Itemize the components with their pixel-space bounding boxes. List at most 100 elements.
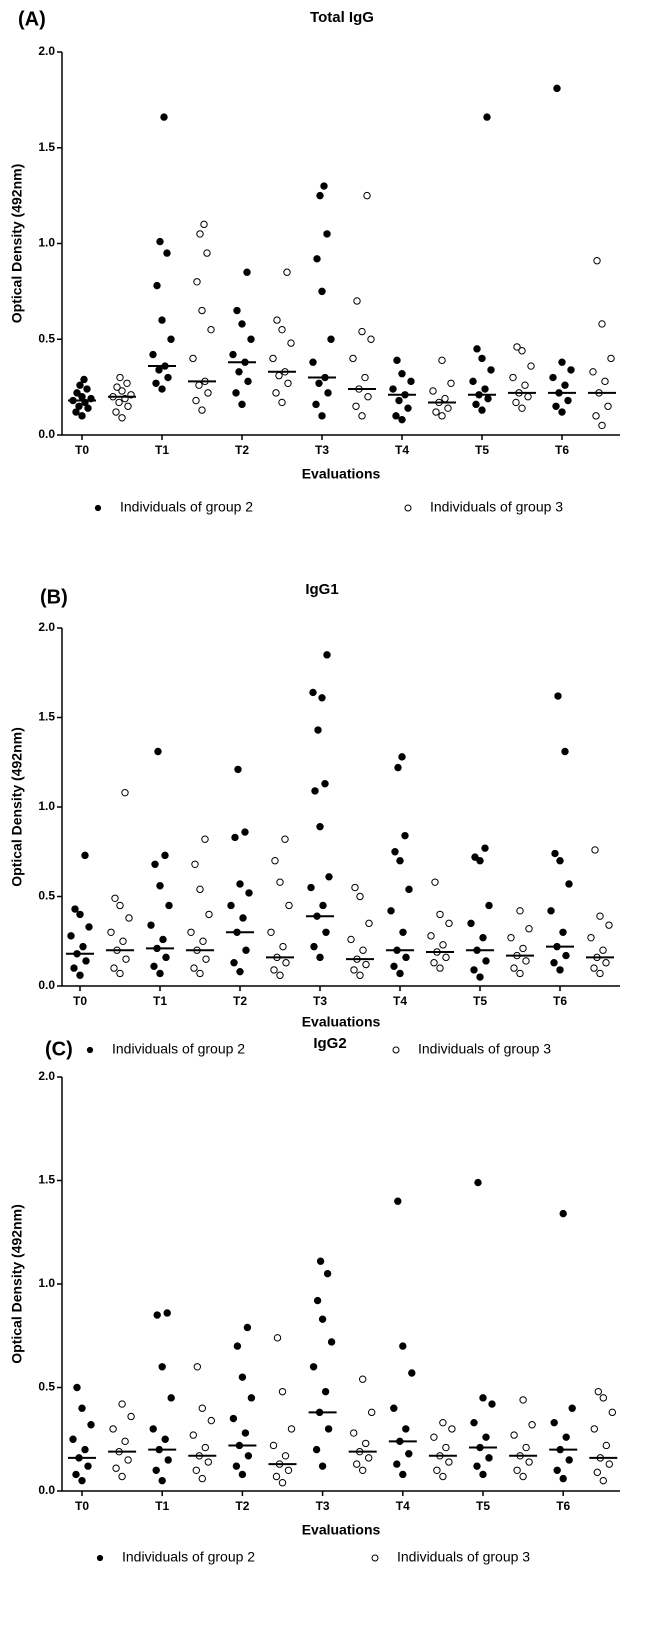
data-point bbox=[507, 933, 515, 942]
data-point bbox=[559, 1474, 567, 1483]
data-point bbox=[156, 237, 164, 246]
data-point bbox=[245, 889, 253, 897]
data-point bbox=[470, 1418, 478, 1427]
data-point bbox=[439, 1418, 447, 1427]
x-tick-label: T6 bbox=[553, 994, 567, 1008]
data-point bbox=[442, 953, 450, 962]
data-point bbox=[325, 873, 333, 881]
data-point bbox=[565, 880, 573, 888]
x-tick-label: T1 bbox=[155, 1499, 169, 1513]
data-point bbox=[519, 1472, 527, 1481]
data-point bbox=[473, 1462, 481, 1470]
data-point bbox=[561, 747, 569, 756]
data-point bbox=[149, 1425, 157, 1433]
data-point bbox=[111, 894, 119, 902]
data-point bbox=[327, 335, 335, 343]
data-point bbox=[153, 281, 161, 290]
x-tick-label: T6 bbox=[556, 1499, 570, 1513]
data-point bbox=[275, 371, 283, 380]
x-tick-label: T2 bbox=[235, 443, 249, 457]
data-point bbox=[522, 1443, 530, 1452]
data-point bbox=[482, 1433, 490, 1441]
data-point bbox=[154, 747, 162, 756]
x-tick-label: T3 bbox=[315, 443, 329, 457]
data-point bbox=[207, 325, 215, 334]
data-point bbox=[361, 373, 369, 382]
y-tick-label: 0.5 bbox=[38, 1380, 55, 1394]
data-point bbox=[195, 381, 203, 389]
legend-label: Individuals of group 3 bbox=[418, 1041, 551, 1057]
data-point bbox=[358, 327, 366, 336]
data-point bbox=[327, 1338, 336, 1346]
data-point bbox=[320, 182, 328, 190]
data-point bbox=[598, 421, 606, 430]
data-point bbox=[284, 379, 292, 387]
data-point bbox=[549, 373, 557, 382]
data-point bbox=[115, 398, 123, 407]
data-point bbox=[558, 408, 566, 416]
data-point bbox=[283, 268, 291, 276]
data-point bbox=[232, 1462, 241, 1470]
data-point bbox=[313, 1296, 322, 1305]
data-point bbox=[187, 928, 195, 936]
data-point bbox=[72, 408, 80, 416]
data-point bbox=[427, 932, 435, 940]
data-point bbox=[509, 373, 517, 382]
data-point bbox=[353, 1460, 361, 1468]
data-point bbox=[550, 1418, 558, 1427]
data-point bbox=[124, 1456, 132, 1464]
data-point bbox=[387, 907, 395, 915]
data-point bbox=[551, 849, 559, 858]
data-point bbox=[562, 951, 570, 960]
data-point bbox=[407, 377, 415, 386]
data-point bbox=[473, 345, 481, 353]
data-point bbox=[404, 404, 412, 412]
data-point bbox=[153, 1311, 161, 1319]
data-point bbox=[273, 316, 281, 324]
data-point bbox=[390, 962, 398, 971]
x-tick-label: T3 bbox=[316, 1499, 330, 1513]
data-point bbox=[201, 835, 209, 843]
data-point bbox=[167, 335, 175, 343]
data-point bbox=[75, 402, 83, 410]
data-point bbox=[391, 848, 399, 856]
data-point bbox=[513, 343, 521, 351]
data-point bbox=[78, 412, 86, 420]
data-point bbox=[352, 402, 360, 410]
data-point bbox=[562, 1433, 570, 1441]
data-point bbox=[204, 1458, 213, 1466]
y-tick-label: 1.0 bbox=[38, 236, 55, 250]
y-axis-title: Optical Density (492nm) bbox=[9, 164, 25, 324]
data-point bbox=[471, 853, 479, 861]
data-point bbox=[559, 928, 567, 936]
data-point bbox=[408, 1369, 416, 1377]
data-point bbox=[393, 356, 401, 365]
y-tick-label: 0.5 bbox=[38, 889, 55, 903]
data-point bbox=[191, 860, 199, 868]
data-point bbox=[107, 928, 115, 936]
data-point bbox=[590, 1425, 598, 1433]
data-point bbox=[596, 969, 604, 978]
data-point bbox=[167, 1394, 175, 1402]
data-point bbox=[436, 964, 444, 972]
x-axis-title: Evaluations bbox=[302, 466, 381, 482]
data-point bbox=[321, 1387, 330, 1396]
data-point bbox=[587, 933, 595, 942]
data-point bbox=[431, 878, 439, 886]
data-point bbox=[445, 1458, 453, 1466]
data-point bbox=[243, 268, 251, 276]
data-point bbox=[350, 966, 358, 974]
data-point bbox=[318, 1462, 327, 1470]
data-point bbox=[233, 306, 241, 315]
data-point bbox=[227, 901, 235, 910]
data-point bbox=[113, 383, 121, 391]
data-point bbox=[193, 1363, 202, 1371]
y-tick-label: 1.0 bbox=[38, 799, 55, 813]
data-point bbox=[147, 921, 155, 929]
data-point bbox=[73, 389, 81, 397]
data-point bbox=[229, 1414, 238, 1423]
data-point bbox=[469, 377, 477, 386]
data-point bbox=[87, 1421, 95, 1429]
data-point bbox=[151, 860, 159, 868]
data-point bbox=[123, 379, 131, 387]
